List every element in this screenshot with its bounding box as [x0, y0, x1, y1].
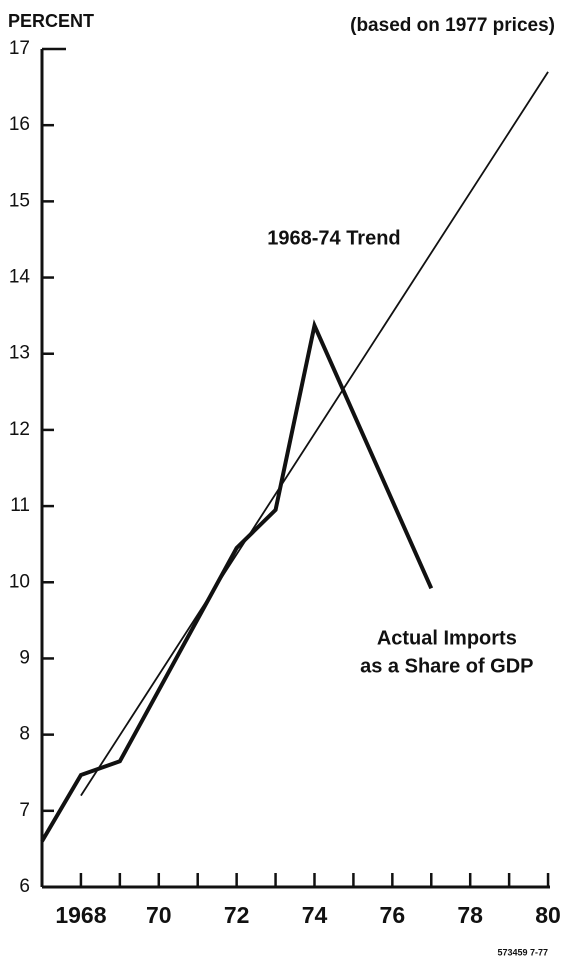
line-series: [80, 71, 549, 797]
y-tick-label: 14: [9, 267, 31, 288]
line-series: [40, 319, 434, 843]
subtitle: (based on 1977 prices): [350, 15, 555, 36]
y-axis-label: PERCENT: [8, 11, 94, 31]
x-tick-label: 74: [302, 902, 328, 928]
footnote: 573459 7-77: [497, 947, 548, 957]
y-tick-label: 13: [9, 343, 30, 364]
y-tick-label: 16: [9, 114, 30, 135]
y-tick-label: 11: [10, 495, 30, 516]
annotation: 1968-74 Trend: [267, 228, 400, 250]
y-tick-label: 8: [19, 724, 30, 745]
x-tick-label: 1968: [55, 902, 106, 928]
y-tick-label: 7: [19, 800, 30, 821]
y-tick-label: 17: [9, 38, 30, 59]
y-tick-label: 10: [9, 571, 30, 592]
annotation: as a Share of GDP: [360, 656, 533, 678]
x-tick-label: 78: [457, 902, 483, 928]
annotation: Actual Imports: [377, 628, 517, 650]
x-tick-label: 76: [380, 902, 406, 928]
x-tick-label: 72: [224, 902, 250, 928]
x-tick-label: 80: [535, 902, 561, 928]
y-tick-label: 12: [9, 419, 30, 440]
y-tick-label: 15: [9, 190, 30, 211]
x-tick-label: 70: [146, 902, 172, 928]
y-tick-label: 9: [19, 647, 30, 668]
y-tick-label: 6: [19, 876, 30, 897]
